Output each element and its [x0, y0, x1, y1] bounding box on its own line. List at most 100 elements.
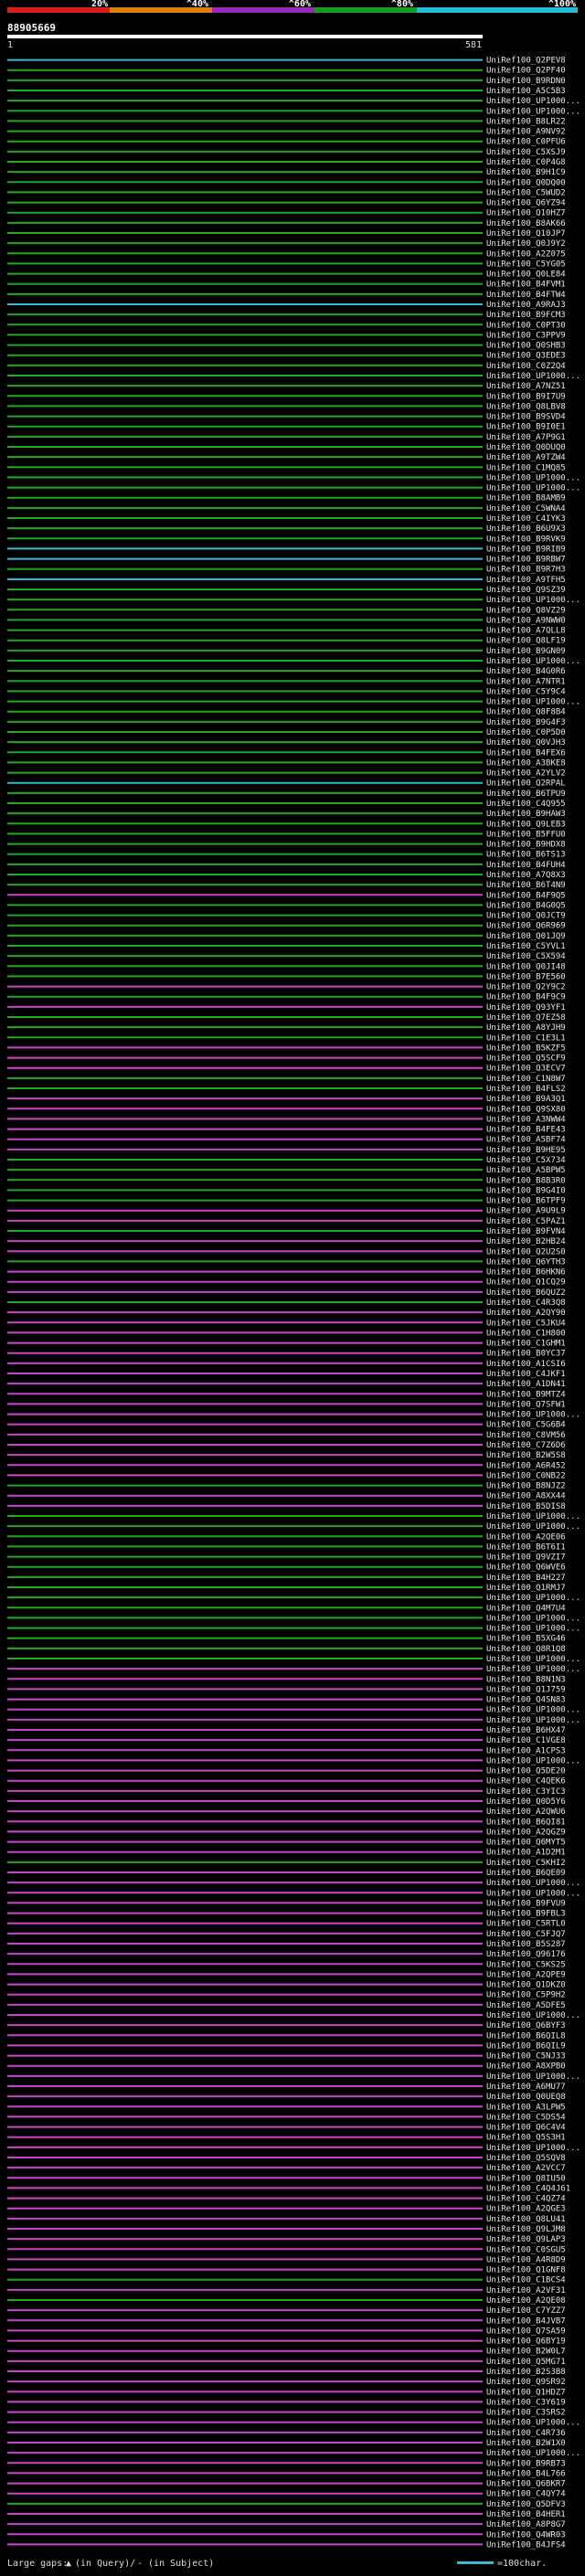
- hit-label[interactable]: UniRef100_A2QPE9: [486, 1970, 566, 1979]
- hit-label[interactable]: UniRef100_A2QWU6: [486, 1807, 566, 1817]
- hit-label[interactable]: UniRef100_Q0DQ00: [486, 178, 566, 187]
- hit-label[interactable]: UniRef100_UP1000...: [486, 484, 580, 493]
- hit-label[interactable]: UniRef100_Q96176: [486, 1950, 566, 1959]
- hit-label[interactable]: UniRef100_A7QLL8: [486, 627, 566, 636]
- hit-label[interactable]: UniRef100_C1H800: [486, 1329, 566, 1338]
- hit-label[interactable]: UniRef100_UP1000...: [486, 1756, 580, 1765]
- hit-label[interactable]: UniRef100_B9HE95: [486, 1146, 566, 1155]
- hit-label[interactable]: UniRef100_B6TPF9: [486, 1197, 566, 1206]
- hit-label[interactable]: UniRef100_Q6MYT5: [486, 1839, 566, 1848]
- hit-label[interactable]: UniRef100_UP1000...: [486, 372, 580, 381]
- hit-label[interactable]: UniRef100_UP1000...: [486, 1716, 580, 1725]
- hit-label[interactable]: UniRef100_UP1000...: [486, 2419, 580, 2428]
- hit-label[interactable]: UniRef100_B4FUH4: [486, 861, 566, 870]
- hit-label[interactable]: UniRef100_B2W0L7: [486, 2348, 566, 2357]
- hit-label[interactable]: UniRef100_A2Z075: [486, 249, 566, 259]
- hit-label[interactable]: UniRef100_B8NJZ2: [486, 1482, 566, 1491]
- hit-label[interactable]: UniRef100_C0P4G8: [486, 158, 566, 167]
- hit-label[interactable]: UniRef100_A2QE06: [486, 1532, 566, 1542]
- hit-label[interactable]: UniRef100_C5Y9C4: [486, 687, 566, 696]
- hit-label[interactable]: UniRef100_Q5SCF9: [486, 1055, 566, 1064]
- hit-label[interactable]: UniRef100_UP1000...: [486, 1594, 580, 1603]
- hit-label[interactable]: UniRef100_A1CPS3: [486, 1746, 566, 1755]
- hit-label[interactable]: UniRef100_C0Z2Q4: [486, 362, 566, 371]
- hit-label[interactable]: UniRef100_B8N1N3: [486, 1675, 566, 1684]
- hit-label[interactable]: UniRef100_C5P9H2: [486, 1991, 566, 2000]
- hit-label[interactable]: UniRef100_C5G6B4: [486, 1421, 566, 1430]
- hit-label[interactable]: UniRef100_B9SVD4: [486, 413, 566, 422]
- hit-label[interactable]: UniRef100_B6T4N9: [486, 881, 566, 890]
- hit-label[interactable]: UniRef100_Q9LAP3: [486, 2235, 566, 2244]
- hit-label[interactable]: UniRef100_B9HAW3: [486, 810, 566, 819]
- hit-label[interactable]: UniRef100_C0NB22: [486, 1471, 566, 1480]
- hit-label[interactable]: UniRef100_Q1GNF8: [486, 2266, 566, 2275]
- hit-label[interactable]: UniRef100_B9RDN0: [486, 77, 566, 86]
- hit-label[interactable]: UniRef100_Q6YTH3: [486, 1257, 566, 1267]
- hit-label[interactable]: UniRef100_C1BCS4: [486, 2276, 566, 2285]
- hit-label[interactable]: UniRef100_Q8VZ29: [486, 606, 566, 615]
- hit-label[interactable]: UniRef100_B9RB73: [486, 2459, 566, 2468]
- hit-label[interactable]: UniRef100_C1E3L1: [486, 1034, 566, 1043]
- hit-label[interactable]: UniRef100_Q8F8B4: [486, 708, 566, 717]
- hit-label[interactable]: UniRef100_C5DS54: [486, 2113, 566, 2122]
- hit-label[interactable]: UniRef100_C4Q955: [486, 800, 566, 809]
- hit-label[interactable]: UniRef100_B4L766: [486, 2469, 566, 2478]
- hit-label[interactable]: UniRef100_C5X594: [486, 952, 566, 961]
- hit-label[interactable]: UniRef100_Q1J759: [486, 1685, 566, 1694]
- hit-label[interactable]: UniRef100_Q6BY19: [486, 2337, 566, 2347]
- hit-label[interactable]: UniRef100_C4QEK6: [486, 1777, 566, 1786]
- hit-label[interactable]: UniRef100_C0PFU6: [486, 138, 566, 147]
- hit-label[interactable]: UniRef100_A3LPW5: [486, 2103, 566, 2112]
- hit-label[interactable]: UniRef100_B9GN09: [486, 647, 566, 656]
- hit-label[interactable]: UniRef100_C5WNA4: [486, 504, 566, 514]
- hit-label[interactable]: UniRef100_B4FE43: [486, 1126, 566, 1135]
- hit-label[interactable]: UniRef100_Q6BYF3: [486, 2021, 566, 2030]
- hit-label[interactable]: UniRef100_Q3EDE3: [486, 352, 566, 361]
- hit-label[interactable]: UniRef100_C5KS25: [486, 1960, 566, 1969]
- hit-label[interactable]: UniRef100_A9NV92: [486, 128, 566, 137]
- hit-label[interactable]: UniRef100_C5KHI2: [486, 1859, 566, 1868]
- hit-label[interactable]: UniRef100_A8XPB0: [486, 2062, 566, 2072]
- hit-label[interactable]: UniRef100_A7P9G1: [486, 433, 566, 442]
- hit-label[interactable]: UniRef100_A7Q8X3: [486, 871, 566, 880]
- hit-label[interactable]: UniRef100_B9FVU9: [486, 1899, 566, 1908]
- hit-label[interactable]: UniRef100_A8YJH9: [486, 1023, 566, 1033]
- hit-label[interactable]: UniRef100_B8B3R0: [486, 1176, 566, 1185]
- hit-label[interactable]: UniRef100_UP1000...: [486, 657, 580, 666]
- hit-label[interactable]: UniRef100_B4FTW4: [486, 291, 566, 300]
- hit-label[interactable]: UniRef100_A6R452: [486, 1461, 566, 1470]
- hit-label[interactable]: UniRef100_Q5MG71: [486, 2358, 566, 2367]
- hit-label[interactable]: UniRef100_B5DIS8: [486, 1502, 566, 1511]
- hit-label[interactable]: UniRef100_Q93YF1: [486, 1003, 566, 1012]
- hit-label[interactable]: UniRef100_B4F9Q5: [486, 891, 566, 900]
- hit-label[interactable]: UniRef100_A2YLV2: [486, 769, 566, 779]
- hit-label[interactable]: UniRef100_B6QUZ2: [486, 1288, 566, 1298]
- hit-label[interactable]: UniRef100_C4Q4J61: [486, 2184, 570, 2193]
- hit-label[interactable]: UniRef100_UP1000...: [486, 1614, 580, 1623]
- hit-label[interactable]: UniRef100_B9RIB9: [486, 545, 566, 554]
- hit-label[interactable]: UniRef100_B9FCM3: [486, 311, 566, 320]
- hit-label[interactable]: UniRef100_B4FLS2: [486, 1085, 566, 1094]
- hit-label[interactable]: UniRef100_UP1000...: [486, 1625, 580, 1634]
- hit-label[interactable]: UniRef100_C7Z6D6: [486, 1441, 566, 1450]
- hit-label[interactable]: UniRef100_B9FVN4: [486, 1227, 566, 1236]
- hit-label[interactable]: UniRef100_Q6WVE6: [486, 1564, 566, 1573]
- hit-label[interactable]: UniRef100_C5NJ33: [486, 2052, 566, 2062]
- hit-label[interactable]: UniRef100_A7NTR1: [486, 677, 566, 686]
- hit-label[interactable]: UniRef100_B6HKN6: [486, 1268, 566, 1277]
- hit-label[interactable]: UniRef100_B6T6I1: [486, 1542, 566, 1552]
- hit-label[interactable]: UniRef100_UP1000...: [486, 1706, 580, 1715]
- hit-label[interactable]: UniRef100_B9R7H3: [486, 566, 566, 575]
- hit-label[interactable]: UniRef100_B5FFU0: [486, 830, 566, 839]
- hit-label[interactable]: UniRef100_Q0D5Y6: [486, 1797, 566, 1807]
- hit-label[interactable]: UniRef100_Q2Y9C2: [486, 983, 566, 992]
- hit-label[interactable]: UniRef100_UP1000...: [486, 473, 580, 482]
- hit-label[interactable]: UniRef100_UP1000...: [486, 2449, 580, 2458]
- hit-label[interactable]: UniRef100_B6TPU9: [486, 790, 566, 799]
- hit-label[interactable]: UniRef100_Q0SHB3: [486, 342, 566, 351]
- hit-label[interactable]: UniRef100_B9HDX8: [486, 841, 566, 850]
- hit-label[interactable]: UniRef100_B2W5S8: [486, 1451, 566, 1460]
- hit-label[interactable]: UniRef100_B9H1C9: [486, 168, 566, 177]
- hit-label[interactable]: UniRef100_A2QE08: [486, 2296, 566, 2306]
- hit-label[interactable]: UniRef100_B2S3B8: [486, 2368, 566, 2377]
